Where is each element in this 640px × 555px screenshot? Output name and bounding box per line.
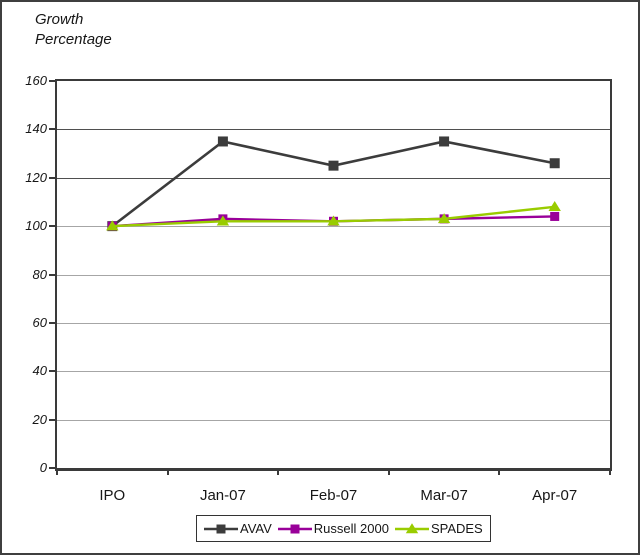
y-axis-tick: [49, 370, 56, 373]
gridline-60: [57, 322, 610, 324]
triangle-marker-icon: [216, 215, 230, 226]
square-marker-icon: [549, 158, 560, 169]
y-axis-tick: [49, 80, 56, 82]
y-axis-label: 80: [32, 266, 47, 282]
square-marker-icon: [216, 524, 226, 533]
square-marker-icon: [439, 136, 450, 147]
series-spades: [106, 200, 561, 231]
y-axis-tick: [49, 418, 56, 421]
y-axis-tick: [49, 128, 56, 131]
y-axis-tick: [49, 225, 56, 228]
legend-avav-line-icon: [204, 524, 238, 533]
gridline-120: [57, 177, 610, 179]
gridline-140: [57, 129, 610, 131]
gridline-80: [57, 274, 610, 276]
x-axis-label: Feb-07: [309, 487, 358, 504]
triangle-marker-icon: [405, 522, 419, 533]
y-axis-label: 40: [32, 363, 47, 379]
x-axis-tick: [609, 468, 611, 475]
square-marker-icon: [328, 160, 339, 171]
gridline-100: [57, 226, 610, 228]
x-axis-tick: [166, 468, 169, 475]
y-axis-label: 20: [32, 411, 47, 427]
legend-spades-line-icon: [394, 522, 429, 533]
triangle-marker-icon: [437, 213, 451, 224]
y-axis-label: 140: [25, 121, 47, 137]
y-axis-tick: [49, 273, 56, 276]
y-axis-tick: [49, 321, 56, 324]
legend-label: SPADES: [430, 521, 483, 536]
triangle-marker-icon: [327, 215, 340, 226]
legend-item-avav: AVAV: [204, 521, 272, 536]
y-axis-tick: [49, 176, 56, 179]
x-axis-tick: [56, 468, 58, 475]
chart-title: Growth Percentage: [35, 11, 112, 48]
gridline-20: [57, 419, 610, 421]
square-marker-icon: [217, 136, 228, 147]
square-marker-icon: [550, 211, 560, 221]
triangle-marker-icon: [106, 220, 119, 231]
y-axis-label: 100: [25, 218, 47, 234]
legend-label: AVAV: [240, 521, 272, 536]
x-axis-label: Mar-07: [420, 487, 468, 504]
gridline-40: [57, 371, 610, 373]
legend-item-spades: SPADES: [394, 521, 483, 536]
legend: AVAV Russell 2000 SPADES: [196, 515, 491, 542]
x-axis-tick: [387, 468, 390, 475]
triangle-marker-icon: [548, 200, 561, 211]
y-axis-label: 60: [32, 314, 47, 330]
legend-item-russell-2000: Russell 2000: [277, 521, 389, 536]
y-axis-label: 160: [25, 73, 47, 88]
y-axis-label: 0: [39, 460, 47, 475]
x-axis-label: IPO: [99, 487, 126, 504]
series-plot: [106, 136, 561, 232]
x-axis-tick: [277, 468, 280, 475]
square-marker-icon: [290, 524, 300, 533]
x-axis-tick: [498, 468, 501, 475]
legend-label: Russell 2000: [313, 521, 389, 536]
x-axis-label: Apr-07: [532, 487, 578, 504]
y-axis-tick: [49, 467, 56, 469]
x-axis-label: Jan-07: [199, 487, 246, 504]
y-axis-label: 120: [25, 169, 47, 185]
legend-russell-line-icon: [277, 524, 312, 533]
